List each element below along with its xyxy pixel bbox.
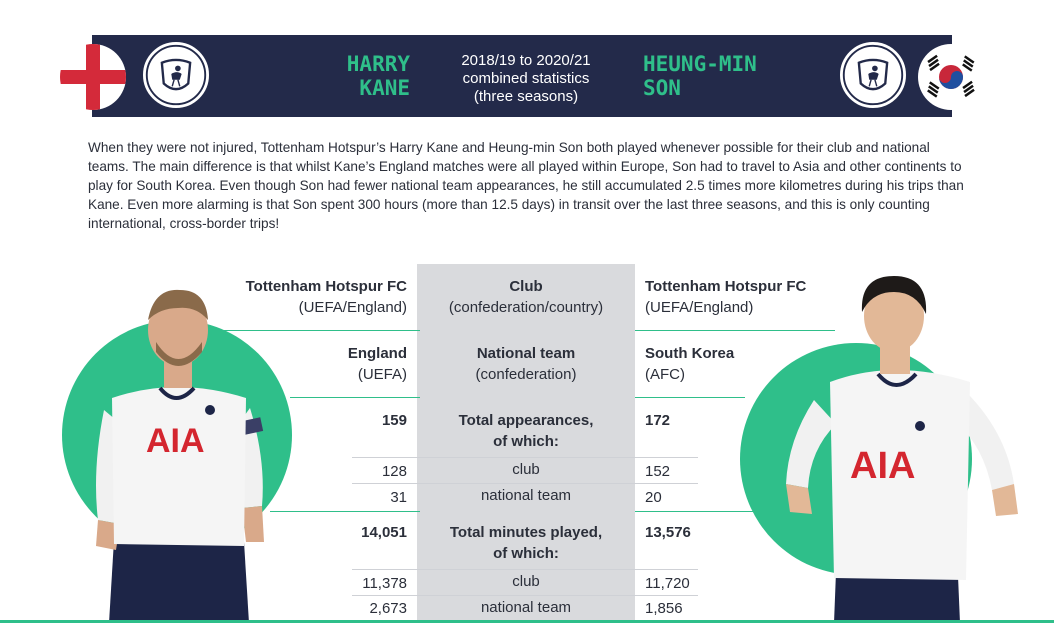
son-national: South Korea — [645, 345, 735, 362]
kane-total-minutes: 14,051 — [361, 524, 407, 541]
minutes-national-label: national team — [480, 599, 572, 616]
son-club-sub: (UEFA/England) — [645, 299, 754, 316]
kane-club-minutes: 11,378 — [362, 575, 407, 592]
son-club: Tottenham Hotspur FC — [645, 278, 807, 295]
kane-club-appearances: 128 — [381, 463, 407, 480]
row-divider — [352, 595, 698, 596]
appearances-national-label: national team — [480, 487, 572, 504]
tottenham-crest-icon — [141, 40, 211, 110]
england-flag-icon — [60, 44, 126, 110]
kane-club-cell: Tottenham Hotspur FC (UEFA/England) — [210, 276, 407, 318]
club-row-label: Club (confederation/country) — [417, 276, 635, 318]
son-club-minutes: 11,720 — [645, 575, 690, 592]
banner-subtitle: 2018/19 to 2020/21 combined statistics (… — [461, 52, 591, 105]
minutes-label: Total minutes played, of which: — [449, 524, 603, 562]
kane-national-sub: (UEFA) — [357, 366, 407, 383]
row-divider — [635, 397, 745, 398]
shirt-sponsor: AIA — [146, 422, 205, 460]
header-banner — [92, 35, 952, 117]
row-divider — [352, 569, 698, 570]
kane-club: Tottenham Hotspur FC — [245, 278, 407, 295]
son-total-minutes: 13,576 — [645, 524, 691, 541]
row-divider — [635, 330, 835, 331]
table-middle-column — [417, 264, 635, 623]
intro-paragraph: When they were not injured, Tottenham Ho… — [88, 140, 964, 231]
row-divider — [210, 330, 420, 331]
club-sub: (confederation/country) — [448, 299, 604, 316]
tottenham-crest-icon — [838, 40, 908, 110]
left-player-name: HARRY KANE — [346, 52, 410, 100]
bottom-rule — [0, 620, 1054, 623]
kane-club-sub: (UEFA/England) — [298, 299, 407, 316]
appearances-label: Total appearances, of which: — [458, 412, 594, 450]
national-sub: (confederation) — [475, 366, 577, 383]
son-national-appearances: 20 — [645, 489, 662, 506]
row-divider — [352, 483, 698, 484]
svg-text:AIA: AIA — [850, 445, 915, 487]
row-divider — [635, 511, 760, 512]
row-divider — [352, 457, 698, 458]
kane-national-cell: England (UEFA) — [210, 343, 407, 385]
row-divider — [270, 511, 420, 512]
son-club-appearances: 152 — [645, 463, 671, 480]
son-national-cell: South Korea (AFC) — [645, 343, 845, 385]
kane-national-minutes: 2,673 — [369, 600, 407, 617]
son-national-minutes: 1,856 — [645, 600, 683, 617]
south-korea-flag-icon — [918, 44, 984, 110]
club-label: Club — [509, 278, 543, 295]
son-total-appearances: 172 — [645, 412, 671, 429]
kane-national: England — [347, 345, 407, 362]
kane-total-appearances: 159 — [381, 412, 407, 429]
appearances-club-label: club — [512, 461, 540, 478]
minutes-club-label: club — [512, 573, 540, 590]
national-row-label: National team (confederation) — [417, 343, 635, 385]
son-club-cell: Tottenham Hotspur FC (UEFA/England) — [645, 276, 845, 318]
kane-national-appearances: 31 — [390, 489, 407, 506]
row-divider — [290, 397, 420, 398]
heung-min-son-photo: AIA — [774, 270, 1024, 623]
son-national-sub: (AFC) — [645, 366, 685, 383]
harry-kane-photo: AIA — [84, 280, 274, 623]
national-label: National team — [476, 345, 576, 362]
right-player-name: HEUNG-MIN SON — [643, 52, 757, 100]
